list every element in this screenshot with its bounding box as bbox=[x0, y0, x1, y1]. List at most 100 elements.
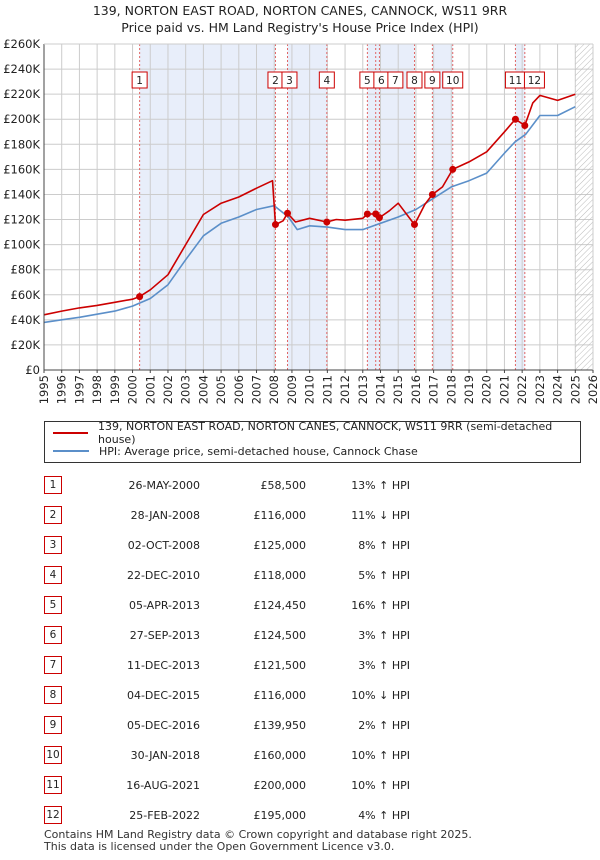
x-tick-label: 2025 bbox=[568, 375, 582, 404]
x-tick-label: 2013 bbox=[356, 375, 370, 404]
table-cell: £124,500 bbox=[200, 620, 307, 650]
table-cell: 04-DEC-2015 bbox=[84, 680, 200, 710]
table-row: 9 05-DEC-2016 £139,950 2% ↑ HPI bbox=[44, 710, 410, 740]
sale-number-badge: 8 bbox=[44, 686, 62, 704]
y-tick-label: £40K bbox=[11, 313, 41, 327]
sale-price: £124,500 bbox=[253, 628, 307, 642]
sale-date: 30-JAN-2018 bbox=[130, 748, 200, 762]
table-cell: 27-SEP-2013 bbox=[84, 620, 200, 650]
sale-number-badge: 6 bbox=[44, 626, 62, 644]
table-cell: £200,000 bbox=[200, 770, 307, 800]
sale-hpi-change: 10% ↓ HPI bbox=[351, 688, 410, 702]
x-tick-label: 2010 bbox=[303, 375, 317, 404]
shaded-band bbox=[367, 44, 415, 370]
table-cell: 2 bbox=[44, 500, 84, 530]
table-row: 3 02-OCT-2008 £125,000 8% ↑ HPI bbox=[44, 530, 410, 560]
table-cell: £116,000 bbox=[200, 500, 307, 530]
x-tick-label: 2015 bbox=[391, 375, 405, 404]
table-cell: 11 bbox=[44, 770, 84, 800]
sale-date: 27-SEP-2013 bbox=[129, 628, 200, 642]
legend-label-property: 139, NORTON EAST ROAD, NORTON CANES, CAN… bbox=[98, 420, 553, 446]
legend: 139, NORTON EAST ROAD, NORTON CANES, CAN… bbox=[44, 420, 581, 463]
x-tick-label: 2007 bbox=[250, 375, 264, 404]
sale-number-badge: 3 bbox=[44, 536, 62, 554]
sale-price: £160,000 bbox=[253, 748, 307, 762]
table-cell: 10% ↑ HPI bbox=[306, 770, 410, 800]
x-tick-label: 2009 bbox=[285, 375, 299, 404]
x-tick-label: 2011 bbox=[320, 375, 334, 404]
sale-number-badge: 1 bbox=[44, 476, 62, 494]
table-cell: £195,000 bbox=[200, 800, 307, 830]
x-tick-label: 2022 bbox=[515, 375, 529, 404]
x-tick-label: 2020 bbox=[480, 375, 494, 404]
sale-point bbox=[363, 210, 371, 218]
x-tick-label: 2024 bbox=[551, 375, 565, 404]
table-cell: 1 bbox=[44, 470, 84, 500]
y-tick-label: £20K bbox=[11, 338, 41, 352]
sale-price: £139,950 bbox=[253, 718, 307, 732]
sale-point bbox=[375, 214, 383, 222]
sale-hpi-change: 16% ↑ HPI bbox=[351, 598, 410, 612]
sale-price: £121,500 bbox=[253, 658, 307, 672]
sale-hpi-change: 4% ↑ HPI bbox=[358, 808, 410, 822]
x-tick-label: 2006 bbox=[232, 375, 246, 404]
sale-hpi-change: 13% ↑ HPI bbox=[351, 478, 410, 492]
table-cell: 02-OCT-2008 bbox=[84, 530, 200, 560]
y-tick-label: £180K bbox=[3, 137, 40, 151]
sale-date: 22-DEC-2010 bbox=[126, 568, 200, 582]
x-tick-label: 2014 bbox=[373, 375, 387, 404]
x-tick-label: 1997 bbox=[72, 375, 86, 404]
sale-label-text: 5 bbox=[364, 75, 371, 87]
footer-copyright: Contains HM Land Registry data © Crown c… bbox=[44, 828, 472, 841]
sale-date: 16-AUG-2021 bbox=[126, 778, 200, 792]
table-row: 7 11-DEC-2013 £121,500 3% ↑ HPI bbox=[44, 650, 410, 680]
table-cell: 16-AUG-2021 bbox=[84, 770, 200, 800]
table-cell: 4% ↑ HPI bbox=[306, 800, 410, 830]
table-cell: 5% ↑ HPI bbox=[306, 560, 410, 590]
table-cell: 7 bbox=[44, 650, 84, 680]
x-tick-label: 2002 bbox=[161, 375, 175, 404]
x-tick-label: 2017 bbox=[427, 375, 441, 404]
table-cell: 8% ↑ HPI bbox=[306, 530, 410, 560]
price-chart: 1 2 3 4 5 6 7 8 9 10 11 12 £0£20K£40K£60K£80K£100K£… bbox=[3, 37, 600, 404]
legend-label-hpi: HPI: Average price, semi-detached house,… bbox=[99, 444, 418, 458]
sale-hpi-change: 3% ↑ HPI bbox=[358, 658, 410, 672]
sale-label-box bbox=[406, 71, 423, 89]
y-tick-label: £260K bbox=[3, 37, 40, 51]
table-cell: £58,500 bbox=[200, 470, 307, 500]
table-cell: 5 bbox=[44, 590, 84, 620]
x-tick-label: 2021 bbox=[497, 375, 511, 404]
y-tick-label: £160K bbox=[3, 162, 40, 176]
x-tick-label: 2000 bbox=[126, 375, 140, 404]
table-row: 8 04-DEC-2015 £116,000 10% ↓ HPI bbox=[44, 680, 410, 710]
sale-price: £195,000 bbox=[253, 808, 307, 822]
x-tick-label: 2018 bbox=[444, 375, 458, 404]
table-cell: 10 bbox=[44, 740, 84, 770]
table-cell: 30-JAN-2018 bbox=[84, 740, 200, 770]
sale-hpi-change: 3% ↑ HPI bbox=[358, 628, 410, 642]
sales-table: 1 26-MAY-2000 £58,500 13% ↑ HPI 2 28-JAN-2008… bbox=[44, 470, 410, 830]
sale-label-text: 9 bbox=[429, 75, 436, 87]
legend-item-property: 139, NORTON EAST ROAD, NORTON CANES, CAN… bbox=[53, 420, 580, 446]
x-tick-label: 2004 bbox=[196, 375, 210, 404]
sale-number-badge: 9 bbox=[44, 716, 62, 734]
sale-hpi-change: 5% ↑ HPI bbox=[358, 568, 410, 582]
chart-subtitle: Price paid vs. HM Land Registry's House … bbox=[121, 20, 479, 35]
x-tick-label: 2019 bbox=[462, 375, 476, 404]
sale-label-text: 7 bbox=[392, 75, 399, 87]
sale-hpi-change: 8% ↑ HPI bbox=[358, 538, 410, 552]
table-cell: 11% ↓ HPI bbox=[306, 500, 410, 530]
sale-point bbox=[410, 221, 418, 229]
sale-label-box bbox=[424, 71, 441, 89]
sale-label-box bbox=[523, 71, 545, 89]
table-cell: 25-FEB-2022 bbox=[84, 800, 200, 830]
x-tick-label: 2008 bbox=[267, 375, 281, 404]
sale-price: £200,000 bbox=[253, 778, 307, 792]
sale-price: £116,000 bbox=[253, 688, 307, 702]
sale-price: £125,000 bbox=[253, 538, 307, 552]
table-cell: £116,000 bbox=[200, 680, 307, 710]
series-line-hpi bbox=[43, 105, 576, 324]
shaded-band bbox=[287, 44, 327, 370]
legend-item-hpi: HPI: Average price, semi-detached house,… bbox=[53, 443, 418, 459]
sale-point bbox=[428, 191, 436, 199]
